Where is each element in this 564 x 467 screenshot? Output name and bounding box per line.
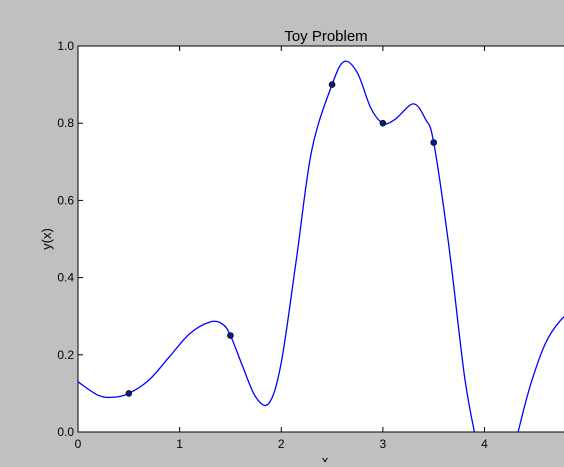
series-points	[125, 81, 438, 397]
data-point-1	[227, 332, 234, 339]
x-tick-label: 2	[278, 437, 285, 451]
data-point-0	[125, 390, 133, 397]
y-tick-label: 0.0	[57, 425, 74, 439]
x-tick-label: 0	[75, 437, 82, 451]
series-line-0	[77, 60, 476, 433]
x-tick-label: 4	[481, 437, 488, 451]
x-tick-label: 3	[380, 437, 387, 451]
y-tick-label: 0.4	[57, 271, 74, 285]
x-axis-label: x	[322, 453, 329, 462]
y-tick-label: 0.2	[57, 348, 74, 362]
y-axis-label: y(x)	[39, 228, 54, 250]
plot-area	[77, 45, 564, 433]
data-point-3	[379, 119, 387, 127]
series-line-1	[517, 316, 564, 433]
x-tick-label: 1	[176, 437, 183, 451]
data-point-4	[430, 139, 438, 146]
series-lines	[77, 60, 564, 433]
data-point-2	[328, 81, 336, 88]
chart-title: Toy Problem	[284, 28, 367, 45]
y-tick-label: 0.6	[57, 193, 74, 207]
y-tick-label: 1.0	[57, 39, 74, 53]
y-tick-label: 0.8	[57, 116, 74, 130]
axis-ticks: 0 1 2 3 4 0.0 0.2 0.4 0.6 0.8 1.0	[57, 39, 488, 451]
